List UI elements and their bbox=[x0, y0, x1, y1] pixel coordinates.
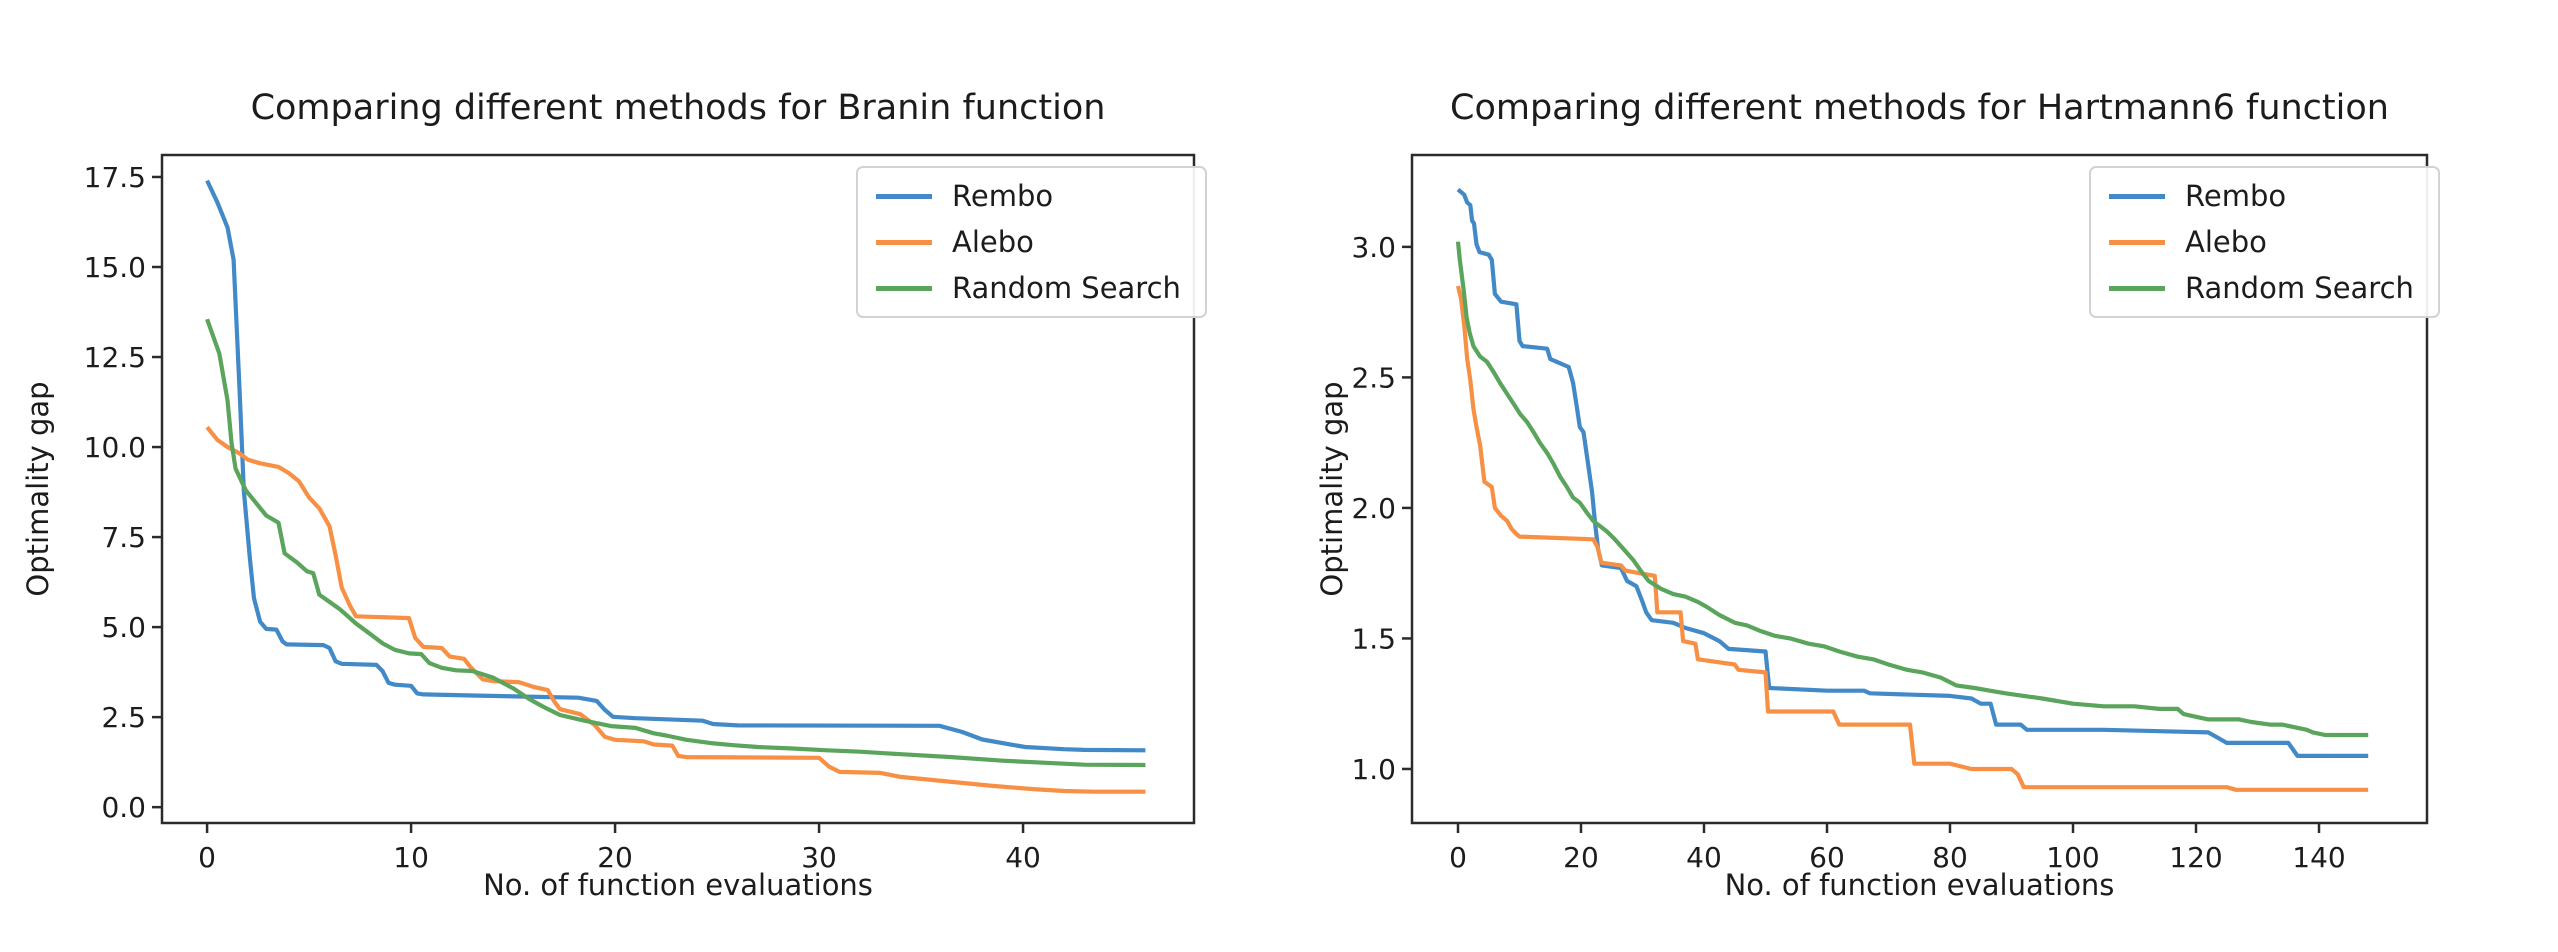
x-tick-label: 20 bbox=[597, 841, 633, 874]
legend-line-icon bbox=[876, 193, 932, 199]
y-tick-label: 7.5 bbox=[101, 521, 146, 554]
legend: Rembo Alebo Random Search bbox=[856, 166, 1207, 318]
y-tick-label: 15.0 bbox=[84, 251, 146, 284]
x-axis-label: No. of function evaluations bbox=[483, 868, 873, 902]
axes-spines bbox=[160, 153, 1196, 825]
legend-line-icon bbox=[876, 239, 932, 245]
legend-label: Alebo bbox=[952, 225, 1034, 259]
legend-item-random-search: Random Search bbox=[876, 265, 1181, 311]
y-axis-label: Optimality gap bbox=[1315, 381, 1349, 597]
legend-item-alebo: Alebo bbox=[2109, 219, 2414, 265]
x-axis-label: No. of function evaluations bbox=[1724, 868, 2115, 902]
y-tick-label: 17.5 bbox=[84, 161, 146, 194]
x-tick-label: 0 bbox=[1449, 841, 1467, 874]
y-tick-label: 0.0 bbox=[101, 791, 146, 824]
y-tick-label: 10.0 bbox=[84, 431, 146, 464]
legend-label: Rembo bbox=[952, 179, 1054, 213]
legend-label: Random Search bbox=[2185, 271, 2414, 305]
x-tick-label: 30 bbox=[801, 841, 837, 874]
alebo-line bbox=[205, 425, 1146, 794]
y-tick-label: 2.5 bbox=[1351, 361, 1396, 394]
x-tick-label: 0 bbox=[198, 841, 216, 874]
legend-label: Alebo bbox=[2185, 225, 2267, 259]
x-tick-label: 140 bbox=[2292, 841, 2345, 874]
y-tick-label: 2.5 bbox=[101, 701, 146, 734]
legend-item-rembo: Rembo bbox=[876, 173, 1181, 219]
y-tick-label: 3.0 bbox=[1351, 231, 1396, 264]
legend-label: Rembo bbox=[2185, 179, 2287, 213]
rembo-line bbox=[205, 179, 1146, 753]
x-tick-label: 10 bbox=[393, 841, 429, 874]
x-tick-label: 100 bbox=[2046, 841, 2099, 874]
y-tick-label: 2.0 bbox=[1351, 492, 1396, 525]
random-search-line bbox=[1455, 241, 2369, 738]
x-tick-label: 40 bbox=[1005, 841, 1041, 874]
random-search-line bbox=[205, 318, 1146, 768]
axes-spines bbox=[1410, 153, 2429, 825]
legend-label: Random Search bbox=[952, 271, 1181, 305]
chart-title: Comparing different methods for Branin f… bbox=[250, 88, 1106, 128]
rembo-line bbox=[1456, 187, 2369, 759]
x-tick-label: 20 bbox=[1563, 841, 1599, 874]
legend-item-rembo: Rembo bbox=[2109, 173, 2414, 219]
legend: Rembo Alebo Random Search bbox=[2089, 166, 2440, 318]
y-tick-label: 5.0 bbox=[101, 611, 146, 644]
legend-line-icon bbox=[2109, 239, 2165, 245]
chart-title: Comparing different methods for Hartmann… bbox=[1450, 88, 2389, 128]
x-tick-label: 60 bbox=[1809, 841, 1845, 874]
legend-line-icon bbox=[876, 285, 932, 291]
y-tick-label: 1.0 bbox=[1351, 753, 1396, 786]
x-tick-label: 40 bbox=[1686, 841, 1722, 874]
legend-line-icon bbox=[2109, 285, 2165, 291]
legend-item-random-search: Random Search bbox=[2109, 265, 2414, 311]
x-tick-label: 80 bbox=[1932, 841, 1968, 874]
y-tick-label: 12.5 bbox=[84, 341, 146, 374]
legend-line-icon bbox=[2109, 193, 2165, 199]
legend-item-alebo: Alebo bbox=[876, 219, 1181, 265]
y-tick-label: 1.5 bbox=[1351, 622, 1396, 655]
x-tick-label: 120 bbox=[2169, 841, 2222, 874]
alebo-line bbox=[1455, 285, 2369, 792]
